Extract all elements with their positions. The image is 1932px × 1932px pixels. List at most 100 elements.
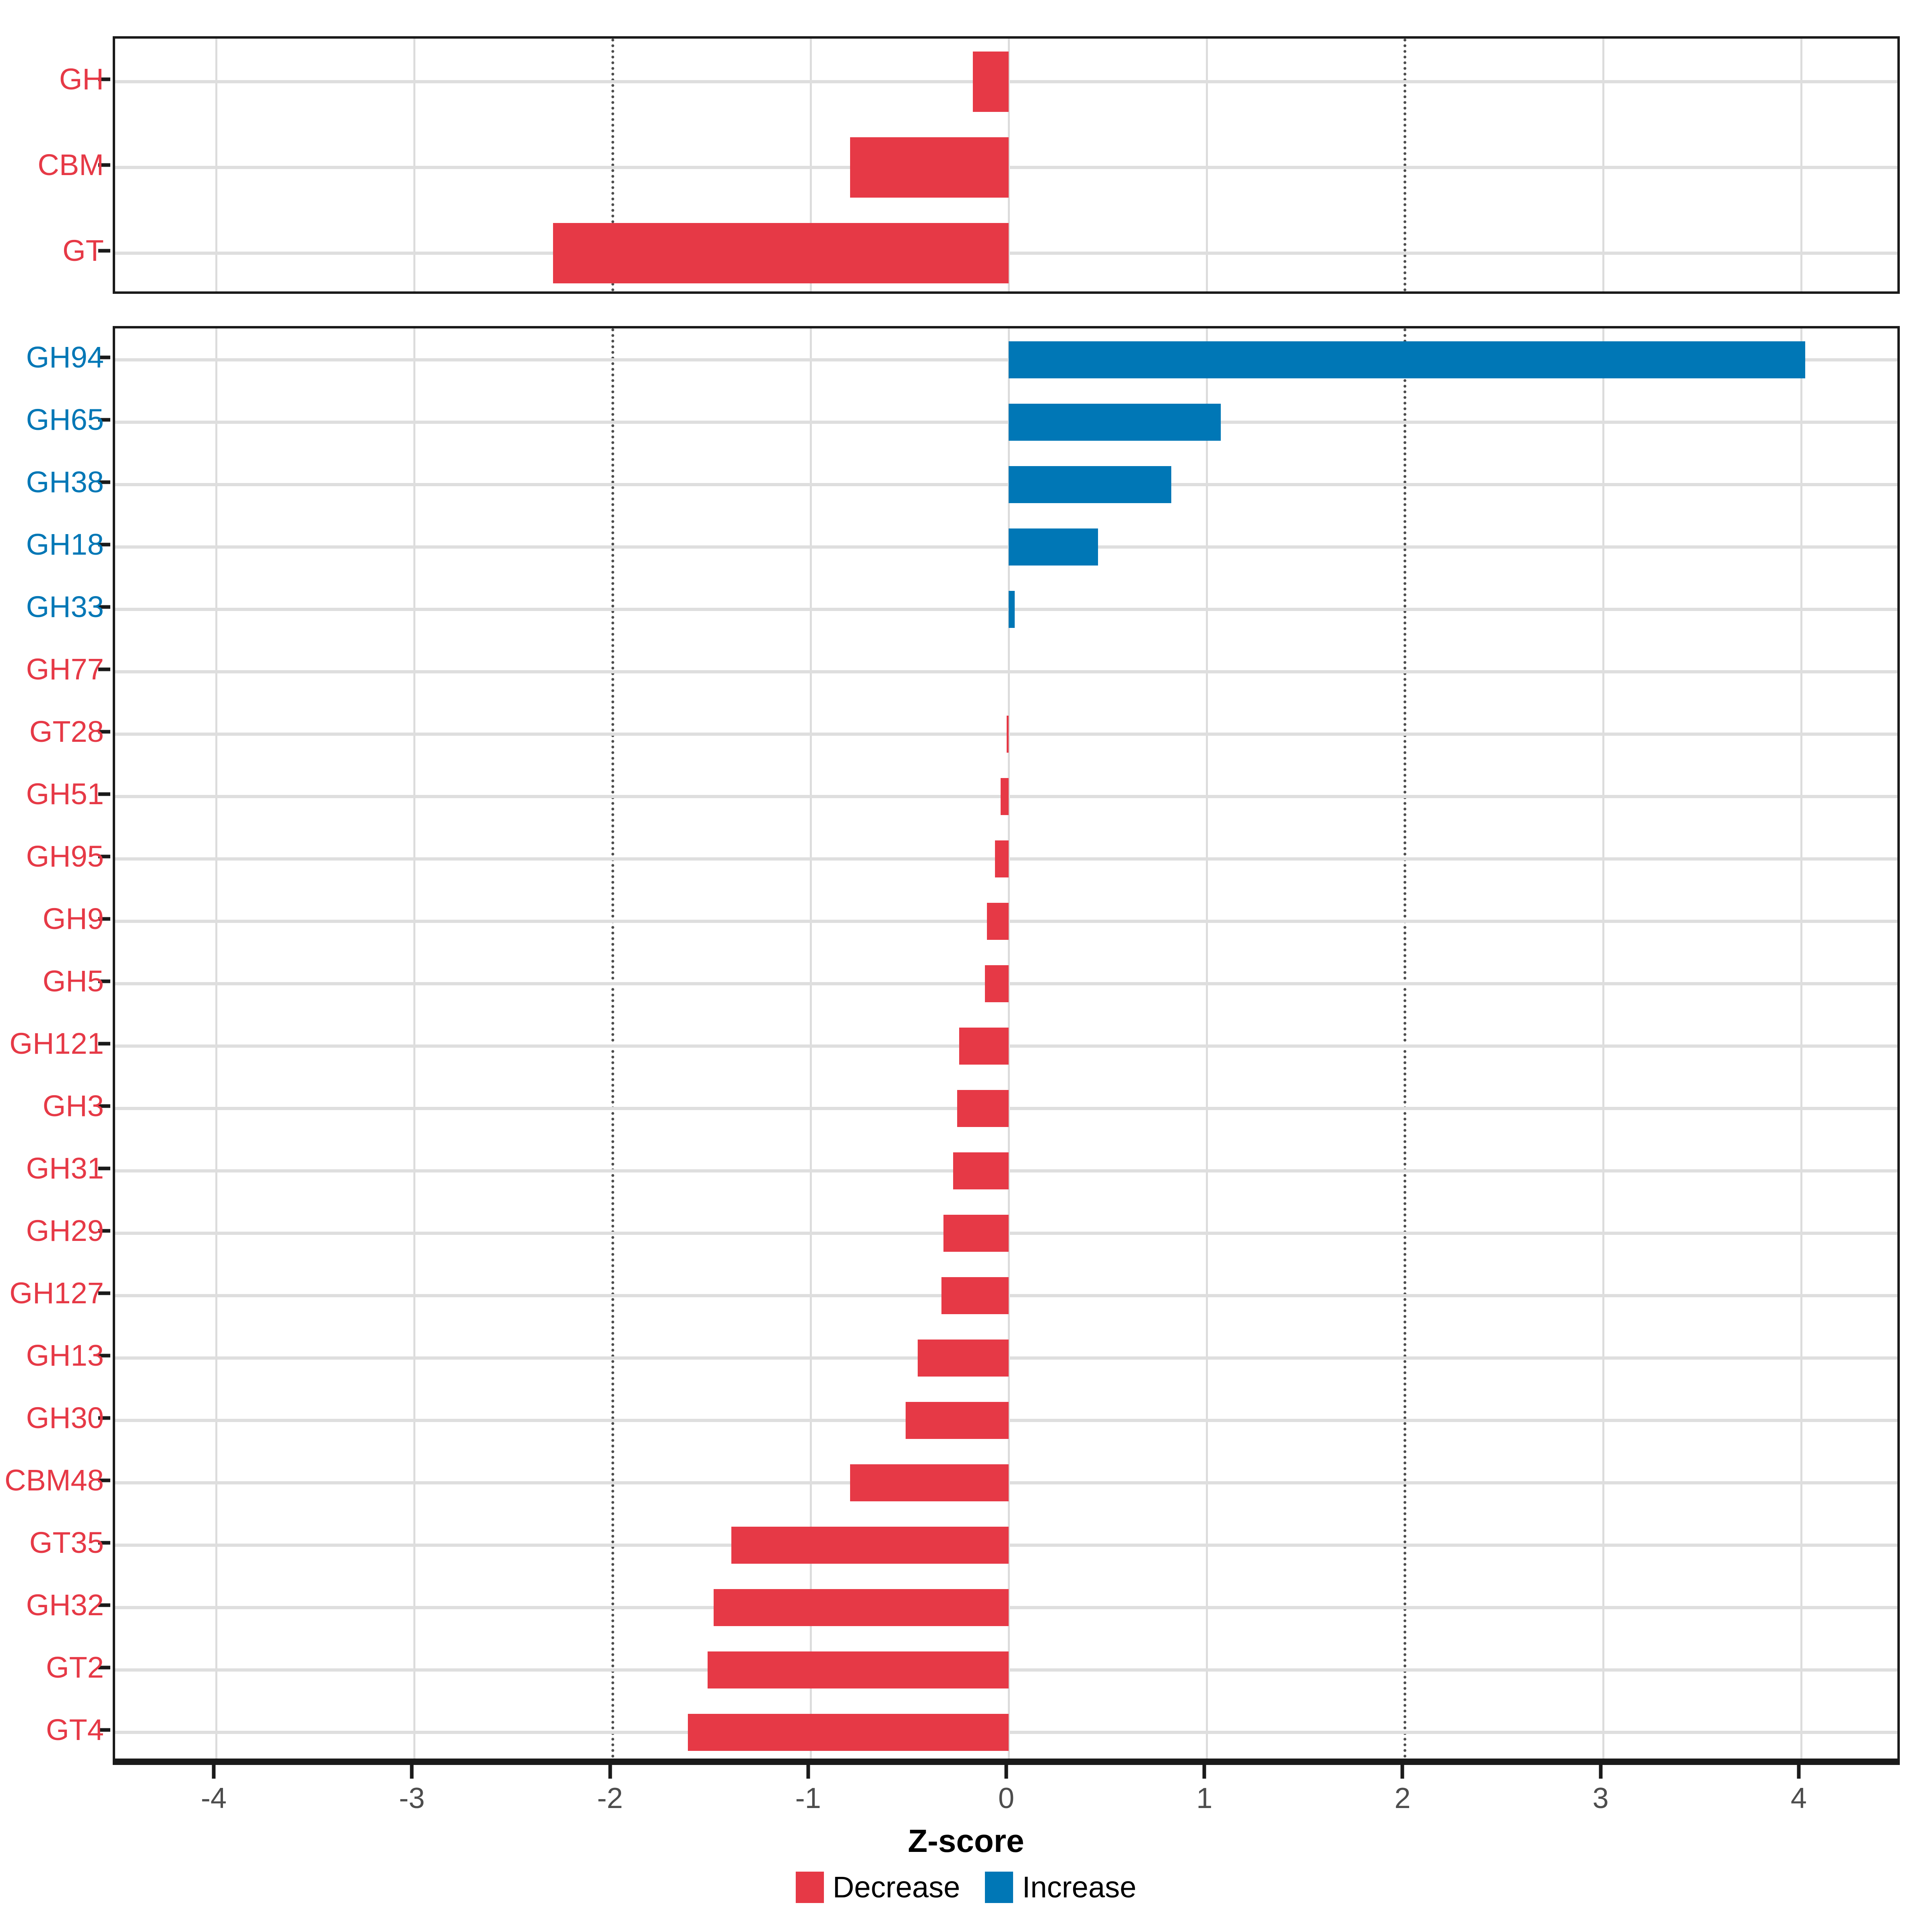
gridline-y-GH18 — [115, 545, 1897, 549]
gridline-x--3 — [413, 39, 416, 291]
y-axis-label-GH51: GH51 — [26, 777, 104, 811]
y-tick-GH29 — [98, 1229, 110, 1232]
bar-GH31[interactable] — [953, 1152, 1009, 1189]
y-tick-CBM48 — [98, 1478, 110, 1482]
legend-entry-increase[interactable]: Increase — [985, 1872, 1136, 1903]
y-tick-GH51 — [98, 792, 110, 796]
gridline-x--1 — [809, 328, 812, 1759]
bar-GH9[interactable] — [987, 902, 1009, 940]
y-tick-GT35 — [98, 1541, 110, 1544]
y-axis-label-CBM: CBM — [37, 148, 104, 182]
y-tick-GH94 — [98, 355, 110, 359]
x-tick-label--1: -1 — [795, 1782, 821, 1814]
bar-CBM48[interactable] — [850, 1464, 1009, 1501]
legend-label-decrease: Decrease — [832, 1870, 960, 1904]
x-tick-label-4: 4 — [1790, 1782, 1807, 1814]
y-axis-label-GH9: GH9 — [42, 902, 104, 935]
bar-GH13[interactable] — [917, 1339, 1009, 1377]
bar-GH65[interactable] — [1009, 403, 1221, 441]
y-axis-label-GH65: GH65 — [26, 402, 104, 436]
y-tick-GH31 — [98, 1166, 110, 1170]
gridline-x--4 — [215, 39, 218, 291]
gridline-x-1 — [1206, 328, 1208, 1759]
x-tick-2 — [1400, 1765, 1404, 1779]
y-axis-label-GT35: GT35 — [29, 1525, 104, 1559]
gridline-x-4 — [1800, 328, 1802, 1759]
x-tick-4 — [1797, 1765, 1801, 1779]
reference-line--2 — [611, 328, 614, 1759]
legend-entry-decrease[interactable]: Decrease — [795, 1870, 960, 1904]
y-axis-label-GH127: GH127 — [9, 1276, 104, 1310]
bar-GT4[interactable] — [687, 1713, 1009, 1751]
bar-GH30[interactable] — [906, 1402, 1009, 1439]
y-axis-label-GH13: GH13 — [26, 1338, 104, 1372]
bar-GH121[interactable] — [959, 1027, 1009, 1065]
chart-legend: Decrease Increase — [0, 1872, 1932, 1903]
y-tick-GH9 — [98, 917, 110, 921]
bar-GH51[interactable] — [1001, 778, 1009, 815]
bar-GT2[interactable] — [707, 1651, 1009, 1688]
y-tick-GH95 — [98, 855, 110, 858]
gridline-y-GH38 — [115, 483, 1897, 486]
y-tick-GH33 — [98, 605, 110, 609]
bar-GT28[interactable] — [1007, 715, 1009, 753]
y-axis-label-GH33: GH33 — [26, 590, 104, 623]
x-tick-0 — [1004, 1765, 1008, 1779]
x-tick-label--2: -2 — [597, 1782, 623, 1814]
gridline-x-0 — [1008, 328, 1010, 1759]
bar-GH38[interactable] — [1009, 466, 1171, 503]
gridline-x-3 — [1602, 39, 1604, 291]
y-tick-CBM — [98, 163, 110, 167]
cazyme-class-panel — [113, 36, 1900, 294]
y-tick-GH13 — [98, 1354, 110, 1357]
y-tick-GH32 — [98, 1603, 110, 1607]
y-tick-GH18 — [98, 543, 110, 546]
gridline-x--4 — [215, 328, 218, 1759]
bar-GT[interactable] — [553, 223, 1009, 284]
y-axis-label-GH: GH — [59, 62, 104, 96]
reference-line-2 — [1404, 328, 1407, 1759]
y-tick-GT28 — [98, 730, 110, 733]
y-tick-GT2 — [98, 1666, 110, 1669]
bar-CBM[interactable] — [850, 137, 1009, 198]
bar-GH32[interactable] — [713, 1589, 1009, 1626]
x-tick--4 — [212, 1765, 216, 1779]
y-axis-label-GT: GT — [62, 234, 104, 268]
y-axis-label-GT2: GT2 — [46, 1650, 104, 1684]
gridline-x-1 — [1206, 39, 1208, 291]
y-tick-GH77 — [98, 667, 110, 671]
bar-GH18[interactable] — [1009, 528, 1098, 566]
y-tick-GH3 — [98, 1104, 110, 1108]
x-tick-label-2: 2 — [1394, 1782, 1411, 1814]
bar-GH[interactable] — [973, 51, 1009, 112]
gridline-y-GH65 — [115, 420, 1897, 424]
x-tick--3 — [410, 1765, 414, 1779]
y-tick-GH5 — [98, 979, 110, 983]
gridline-x--1 — [809, 39, 812, 291]
bar-GH5[interactable] — [985, 965, 1009, 1002]
bar-GH95[interactable] — [995, 840, 1009, 877]
bar-GT35[interactable] — [731, 1526, 1009, 1564]
bar-GH3[interactable] — [957, 1090, 1009, 1127]
x-tick-1 — [1202, 1765, 1206, 1779]
gridline-y-GH77 — [115, 670, 1897, 673]
x-tick-label-3: 3 — [1592, 1782, 1609, 1814]
cazyme-family-panel — [113, 326, 1900, 1761]
bar-GH29[interactable] — [943, 1214, 1009, 1252]
y-axis-label-GH3: GH3 — [42, 1089, 104, 1123]
y-axis-label-GH77: GH77 — [26, 652, 104, 686]
y-axis-label-GH94: GH94 — [26, 340, 104, 374]
bar-GH33[interactable] — [1009, 590, 1015, 628]
y-tick-GH30 — [98, 1416, 110, 1420]
bar-GH94[interactable] — [1009, 341, 1805, 378]
reference-line--2 — [611, 39, 614, 291]
y-axis-label-GH30: GH30 — [26, 1401, 104, 1435]
x-axis-line — [113, 1761, 1900, 1765]
y-axis-label-GH121: GH121 — [9, 1026, 104, 1060]
y-tick-GH65 — [98, 418, 110, 421]
bar-GH127[interactable] — [941, 1277, 1009, 1314]
x-tick-label--3: -3 — [399, 1782, 425, 1814]
reference-line-2 — [1404, 39, 1407, 291]
cazyme-class-plot-area — [115, 39, 1897, 291]
y-tick-GT4 — [98, 1728, 110, 1732]
